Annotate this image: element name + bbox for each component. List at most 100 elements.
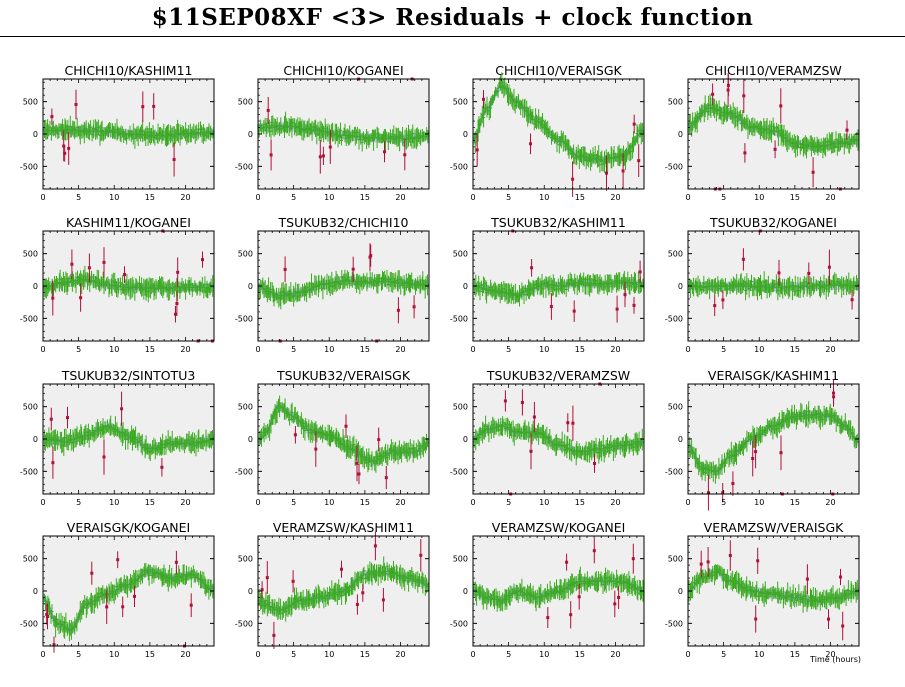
residual-point <box>564 282 568 297</box>
outlier-point <box>832 395 836 399</box>
outlier-point <box>754 450 758 454</box>
x-tick-label: 10 <box>754 345 764 354</box>
x-tick-label: 15 <box>790 193 800 202</box>
residual-point <box>392 125 396 144</box>
outlier-point <box>631 557 635 561</box>
residual-point <box>626 436 630 447</box>
residual-point <box>556 585 560 599</box>
x-tick-label: 20 <box>825 650 835 659</box>
residual-point <box>617 437 621 450</box>
x-tick-label: 10 <box>539 650 549 659</box>
residual-point <box>812 283 816 293</box>
y-tick-label: 500 <box>668 403 683 412</box>
x-tick-label: 20 <box>180 345 190 354</box>
y-tick-label: 500 <box>238 98 253 107</box>
residual-point <box>782 124 786 145</box>
y-tick-label: -500 <box>450 467 468 476</box>
page-title: $11SEP08XF <3> Residuals + clock functio… <box>151 4 754 31</box>
x-tick-label: 5 <box>76 345 81 354</box>
residual-point <box>370 272 374 287</box>
outlier-points <box>50 89 176 177</box>
outlier-point <box>593 462 596 465</box>
x-tick-label: 15 <box>790 345 800 354</box>
y-tick-label: 0 <box>463 587 468 596</box>
residual-points <box>43 415 214 461</box>
residual-point <box>360 133 364 152</box>
title-rule <box>0 36 905 37</box>
residual-point <box>83 595 87 609</box>
residual-point <box>598 157 602 173</box>
outlier-point <box>272 633 276 637</box>
outlier-point <box>45 612 49 616</box>
outlier-point <box>102 260 106 264</box>
y-tick-label: 0 <box>463 282 468 291</box>
residual-points <box>257 111 430 152</box>
subplot-title: CHICHI10/VERAISGK <box>495 63 622 78</box>
outlier-point <box>51 296 55 300</box>
residual-point <box>690 440 694 455</box>
residual-point <box>755 581 759 601</box>
outlier-point <box>369 254 373 258</box>
y-tick-label: 0 <box>33 282 38 291</box>
residual-points <box>43 562 215 642</box>
outlier-point <box>412 305 416 309</box>
residual-point <box>791 584 795 606</box>
residual-point <box>356 571 360 589</box>
x-tick-label: 20 <box>395 498 405 507</box>
residual-point <box>315 280 319 291</box>
residual-point <box>297 415 301 427</box>
x-tick-label: 0 <box>470 650 475 659</box>
residual-point <box>113 589 117 601</box>
subplot-chichi10-veraisgk: CHICHI10/VERAISGK -500 0 500 0 5 10 15 20 <box>450 63 645 202</box>
y-tick-label: -500 <box>450 314 468 323</box>
residual-point <box>819 280 823 296</box>
residual-point <box>96 119 100 135</box>
outlier-point <box>482 97 485 101</box>
residual-point <box>147 564 151 586</box>
residual-point <box>704 104 708 113</box>
outlier-point <box>731 482 735 485</box>
residual-point <box>292 287 296 303</box>
residual-point <box>419 279 423 293</box>
residual-point <box>362 566 366 575</box>
residual-point <box>532 281 536 297</box>
y-tick-label: -500 <box>235 467 253 476</box>
y-tick-label: 500 <box>23 250 38 259</box>
residual-point <box>600 440 604 462</box>
x-tick-label: 15 <box>145 650 155 659</box>
y-tick-label: 500 <box>668 98 683 107</box>
outlier-point <box>67 146 71 150</box>
outlier-point <box>756 559 760 563</box>
y-tick-label: 500 <box>238 250 253 259</box>
subplot-veramzsw-kashim11: VERAMZSW/KASHIM11 -500 0 500 0 5 10 15 20 <box>235 520 430 659</box>
outlier-point <box>577 595 581 599</box>
residual-point <box>611 280 615 291</box>
outlier-point <box>344 424 348 428</box>
residual-point <box>267 277 271 299</box>
subplot-title: TSUKUB32/KASHIM11 <box>490 215 626 230</box>
residual-point <box>419 129 423 146</box>
residual-point <box>423 279 427 299</box>
x-tick-label: 0 <box>255 193 260 202</box>
outlier-point <box>811 170 815 174</box>
residual-point <box>384 566 387 581</box>
residual-point <box>323 276 327 291</box>
residual-point <box>514 424 518 441</box>
x-tick-label: 10 <box>324 498 334 507</box>
residual-points <box>688 401 859 484</box>
outlier-point <box>66 416 69 420</box>
residual-point <box>708 279 712 300</box>
residual-point <box>782 590 786 604</box>
outlier-point <box>827 265 831 269</box>
subplot-chichi10-koganei: CHICHI10/KOGANEI -500 0 500 0 5 10 15 20 <box>235 63 430 202</box>
outlier-point <box>726 83 730 87</box>
residual-point <box>591 575 595 586</box>
residual-point <box>326 592 330 606</box>
residual-points <box>687 564 859 613</box>
outlier-point <box>384 476 388 480</box>
residual-point <box>849 420 853 440</box>
y-tick-label: 500 <box>23 403 38 412</box>
residual-point <box>161 433 165 455</box>
outlier-point <box>123 273 126 277</box>
